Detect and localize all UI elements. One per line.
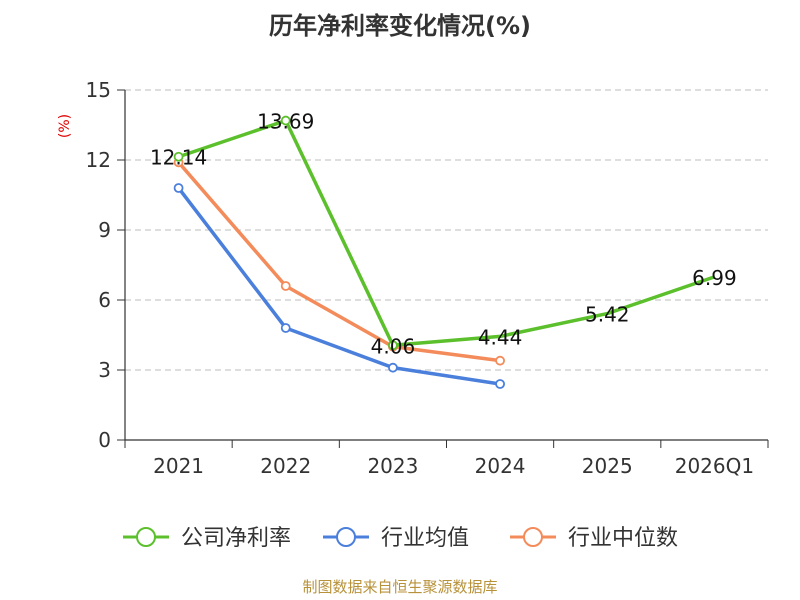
data-point[interactable] xyxy=(280,281,291,291)
data-label: 4.44 xyxy=(478,325,523,349)
series-line xyxy=(177,161,501,363)
data-label: 12.14 xyxy=(150,146,207,170)
x-tick-label: 2024 xyxy=(475,454,526,478)
y-tick-label: 0 xyxy=(98,428,111,452)
y-tick-label: 12 xyxy=(86,148,111,172)
legend-marker xyxy=(336,527,356,547)
legend[interactable]: 公司净利率 行业均值 行业中位数 xyxy=(123,526,678,551)
x-tick-label: 2021 xyxy=(153,454,204,478)
data-point[interactable] xyxy=(280,115,291,126)
data-point[interactable] xyxy=(173,183,184,193)
data-label: 6.99 xyxy=(692,266,737,290)
legend-marker xyxy=(523,527,543,547)
series-2 xyxy=(173,157,505,366)
legend-item[interactable]: 行业中位数 xyxy=(510,526,678,551)
series-1 xyxy=(173,183,505,389)
series-line xyxy=(178,118,715,348)
y-axis-unit-label: (%) xyxy=(57,114,73,138)
axes: 0 3 6 9 12 15 2021 2022 2023 2024 2025 2026Q1 xyxy=(86,78,769,478)
y-tick-label: 15 xyxy=(86,78,111,102)
y-tick-label: 9 xyxy=(98,218,111,242)
data-point[interactable] xyxy=(388,362,398,373)
legend-marker xyxy=(136,527,156,547)
data-point[interactable] xyxy=(495,355,505,366)
x-tick-label: 2023 xyxy=(367,454,418,478)
data-labels: 12.14 13.69 4.06 4.44 5.42 6.99 xyxy=(150,110,737,359)
data-point[interactable] xyxy=(280,323,291,333)
data-label: 4.06 xyxy=(371,334,416,358)
series-line xyxy=(177,186,501,386)
legend-item[interactable]: 行业均值 xyxy=(323,526,469,551)
legend-label: 行业均值 xyxy=(381,526,469,551)
source-note: 制图数据来自恒生聚源数据库 xyxy=(302,578,497,596)
x-tick-label: 2026Q1 xyxy=(675,454,754,478)
data-label: 13.69 xyxy=(257,110,314,134)
y-tick-label: 6 xyxy=(98,288,111,312)
chart-title: 历年净利率变化情况(%) xyxy=(269,12,531,40)
data-label: 5.42 xyxy=(585,303,630,327)
x-tick-label: 2025 xyxy=(582,454,633,478)
gridlines xyxy=(125,89,768,371)
legend-item[interactable]: 公司净利率 xyxy=(123,526,291,551)
data-point[interactable] xyxy=(173,151,184,162)
series-0 xyxy=(173,115,715,351)
series-layer xyxy=(173,115,715,389)
legend-label: 公司净利率 xyxy=(181,526,291,551)
data-point[interactable] xyxy=(388,340,398,351)
legend-label: 行业中位数 xyxy=(568,526,678,551)
x-tick-label: 2022 xyxy=(260,454,311,478)
y-tick-label: 3 xyxy=(98,358,111,382)
data-point[interactable] xyxy=(495,379,505,389)
